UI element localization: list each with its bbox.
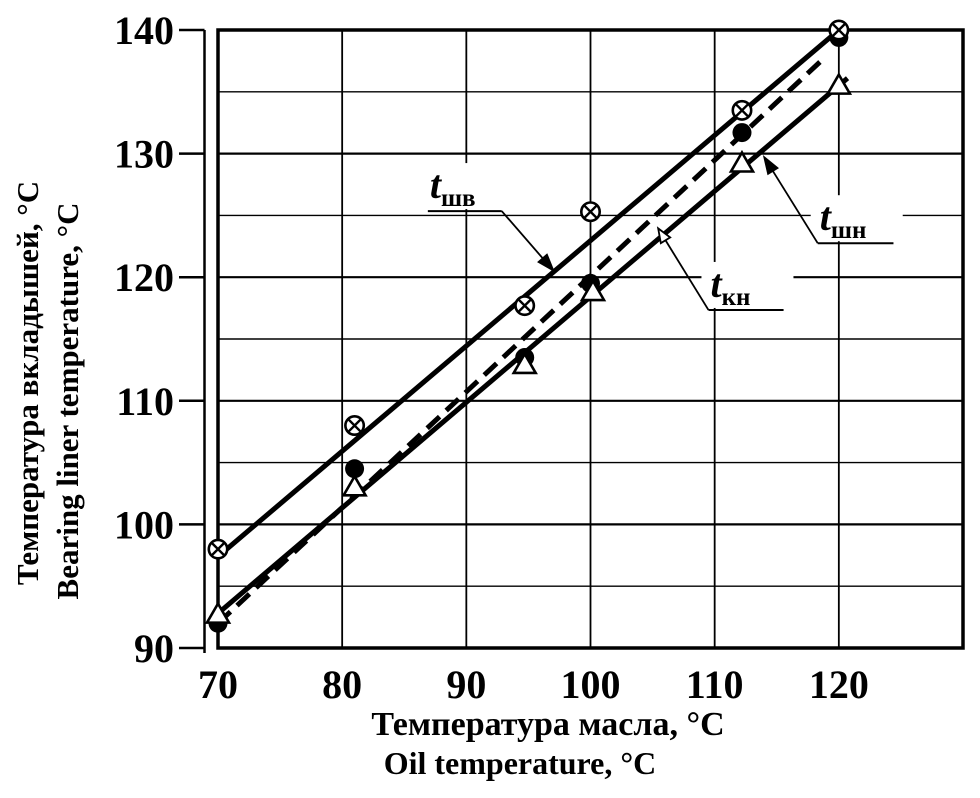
marker-t_shv-cross (583, 204, 598, 219)
y-tick-label: 140 (114, 8, 174, 53)
label-mask-t_kn (701, 261, 794, 308)
y-tick-label: 90 (134, 626, 174, 671)
marker-t_shn (728, 149, 756, 173)
marker-t_shn (204, 601, 232, 624)
y-axis-title-english: Bearing liner temperature, °С (50, 202, 85, 600)
marker-t_shn (511, 351, 538, 375)
marker-t_shn (341, 473, 368, 497)
series-label-subscript-t_shv: шв (441, 185, 476, 212)
y-axis-title-russian: Температура вкладышей, °С (10, 180, 45, 586)
y-tick-label: 100 (114, 502, 174, 547)
leader-line-t_shv (501, 210, 548, 264)
arrowhead-t_shv (537, 253, 556, 273)
marker-t_shv-cross (831, 22, 847, 38)
marker-t_shv-cross (347, 418, 362, 433)
marker-t_shn (579, 278, 607, 302)
y-tick-label: 130 (114, 132, 174, 177)
marker-t_shn (825, 72, 853, 95)
series-label-subscript-t_kn: кн (722, 284, 751, 311)
series-label-subscript-t_shn: шн (831, 217, 867, 244)
x-tick-label: 110 (686, 662, 744, 707)
x-tick-label: 120 (809, 662, 869, 707)
marker-t_kn (732, 123, 752, 143)
plot-border (216, 28, 965, 650)
arrowhead-t_shn (762, 154, 779, 176)
label-mask-t_shv (420, 163, 513, 210)
marker-t_shv-cross (210, 541, 226, 557)
x-tick-label: 70 (198, 662, 238, 707)
marker-t_kn (345, 459, 365, 479)
x-tick-label: 80 (322, 662, 362, 707)
x-axis-title-english: Oil temperature, °С (383, 745, 657, 781)
marker-t_shv-cross (517, 298, 532, 313)
x-axis-title-russian: Температура масла, °С (371, 706, 725, 743)
leader-line-t_kn (661, 235, 710, 311)
leader-line-t_shn (768, 164, 819, 244)
arrowhead-t_kn (656, 226, 672, 245)
label-mask-t_shn (810, 195, 903, 242)
x-tick-label: 90 (446, 662, 486, 707)
y-tick-label: 120 (114, 255, 174, 300)
y-tick-label: 110 (116, 379, 174, 424)
marker-t_shv-cross (734, 103, 750, 118)
x-tick-label: 100 (561, 662, 621, 707)
